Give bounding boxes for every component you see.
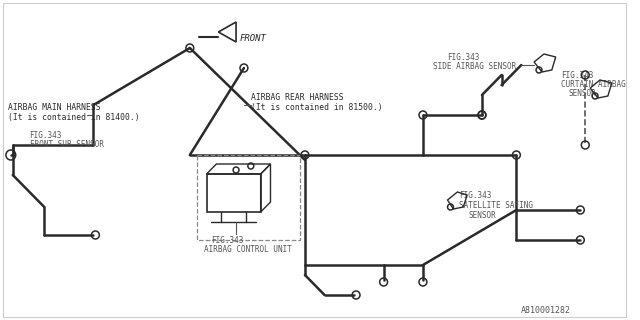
Text: FIG.343: FIG.343 — [561, 71, 593, 80]
Text: FIG.343: FIG.343 — [211, 236, 244, 245]
Text: AIRBAG REAR HARNESS: AIRBAG REAR HARNESS — [251, 93, 344, 102]
Bar — [196, 155, 300, 240]
Text: CURTAIN AIRBAG: CURTAIN AIRBAG — [561, 80, 625, 89]
Text: FRONT: FRONT — [240, 34, 267, 43]
Text: FIG.343: FIG.343 — [29, 131, 62, 140]
Text: AIRBAG MAIN HARNESS: AIRBAG MAIN HARNESS — [8, 103, 100, 112]
Text: (It is contained in 81400.): (It is contained in 81400.) — [8, 113, 140, 122]
Text: AIRBAG CONTROL UNIT: AIRBAG CONTROL UNIT — [204, 245, 291, 254]
Text: SATELLITE SAFING: SATELLITE SAFING — [460, 201, 533, 210]
Text: FRONT SUB SENSOR: FRONT SUB SENSOR — [29, 140, 104, 149]
Text: SENSOR: SENSOR — [468, 211, 496, 220]
Text: FIG.343: FIG.343 — [460, 191, 492, 200]
Text: FIG.343: FIG.343 — [447, 53, 480, 62]
Bar — [207, 174, 260, 212]
Text: SENSOR: SENSOR — [568, 89, 596, 98]
Text: A810001282: A810001282 — [522, 306, 572, 315]
Text: (It is contained in 81500.): (It is contained in 81500.) — [251, 103, 383, 112]
Text: SIDE AIRBAG SENSOR: SIDE AIRBAG SENSOR — [433, 62, 516, 71]
